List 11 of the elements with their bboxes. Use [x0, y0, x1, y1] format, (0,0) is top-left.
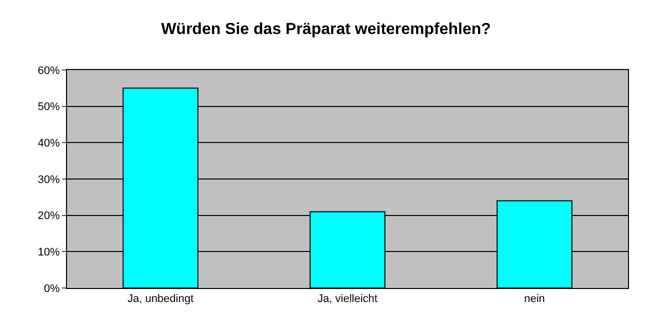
y-tick-label: 30%	[38, 174, 60, 186]
y-tick-label: 0%	[44, 282, 60, 295]
y-tick-label: 20%	[38, 210, 60, 222]
y-tick-label: 60%	[38, 64, 60, 77]
y-tick-label: 50%	[38, 101, 60, 114]
x-tick-label: nein	[524, 293, 545, 306]
y-tick-label: 40%	[38, 138, 60, 150]
x-tick-label: Ja, unbedingt	[127, 293, 194, 306]
y-tick-label: 10%	[38, 246, 60, 259]
chart-title: Würden Sie das Präparat weiterempfehlen?	[161, 21, 491, 38]
x-tick-label: Ja, vielleicht	[318, 293, 378, 306]
